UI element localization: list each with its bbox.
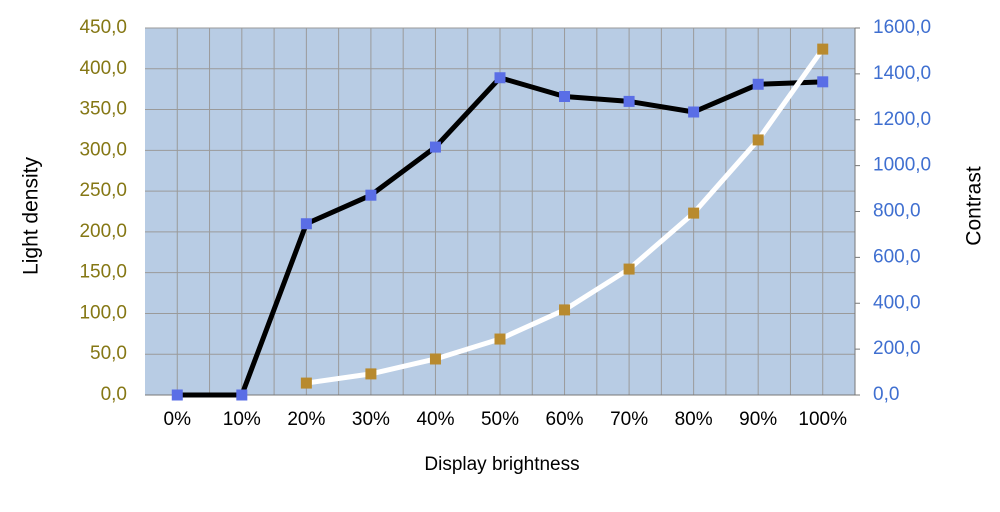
point-marker — [752, 134, 764, 146]
point-marker — [429, 353, 441, 365]
point-marker — [236, 389, 248, 401]
point-marker — [365, 189, 377, 201]
point-marker — [752, 78, 764, 90]
point-marker — [688, 207, 700, 219]
y-tick-label: 350,0 — [79, 99, 127, 120]
point-marker — [623, 95, 635, 107]
x-tick-label: 60% — [546, 409, 584, 430]
point-marker — [300, 218, 312, 230]
point-marker — [429, 141, 441, 153]
point-marker — [494, 333, 506, 345]
x-tick-label: 20% — [287, 409, 325, 430]
point-marker — [623, 263, 635, 275]
point-marker — [300, 377, 312, 389]
point-marker — [688, 106, 700, 118]
y-tick-label: 100,0 — [79, 302, 127, 323]
y-axis-label: Light density — [20, 157, 43, 275]
x-tick-label: 0% — [164, 409, 192, 430]
x-tick-label: 90% — [739, 409, 777, 430]
x-tick-label: 70% — [610, 409, 648, 430]
y-tick-label: 150,0 — [79, 262, 127, 283]
y2-axis-label: Contrast — [963, 166, 986, 246]
y-tick-label: 50,0 — [90, 343, 127, 364]
x-tick-label: 30% — [352, 409, 390, 430]
y2-tick-label: 400,0 — [873, 292, 921, 313]
x-tick-label: 40% — [416, 409, 454, 430]
y2-tick-label: 200,0 — [873, 338, 921, 359]
y-tick-label: 0,0 — [101, 384, 127, 405]
x-tick-label: 100% — [798, 409, 847, 430]
y2-tick-label: 1600,0 — [873, 17, 931, 38]
point-marker — [171, 389, 183, 401]
y2-tick-label: 1400,0 — [873, 63, 931, 84]
point-marker — [559, 304, 571, 316]
y-tick-label: 300,0 — [79, 139, 127, 160]
point-marker — [817, 43, 829, 55]
point-marker — [559, 91, 571, 103]
y2-tick-label: 1200,0 — [873, 109, 931, 130]
point-marker — [817, 76, 829, 88]
y2-tick-label: 0,0 — [873, 384, 899, 405]
y-tick-label: 400,0 — [79, 58, 127, 79]
y-tick-label: 200,0 — [79, 221, 127, 242]
y2-tick-label: 600,0 — [873, 246, 921, 267]
x-axis-label: Display brightness — [424, 454, 579, 475]
x-tick-label: 10% — [223, 409, 261, 430]
point-marker — [365, 368, 377, 380]
x-tick-label: 50% — [481, 409, 519, 430]
point-marker — [494, 72, 506, 84]
y2-tick-label: 800,0 — [873, 201, 921, 222]
y2-tick-label: 1000,0 — [873, 155, 931, 176]
x-tick-label: 80% — [675, 409, 713, 430]
y-tick-label: 450,0 — [79, 17, 127, 38]
y-tick-label: 250,0 — [79, 180, 127, 201]
